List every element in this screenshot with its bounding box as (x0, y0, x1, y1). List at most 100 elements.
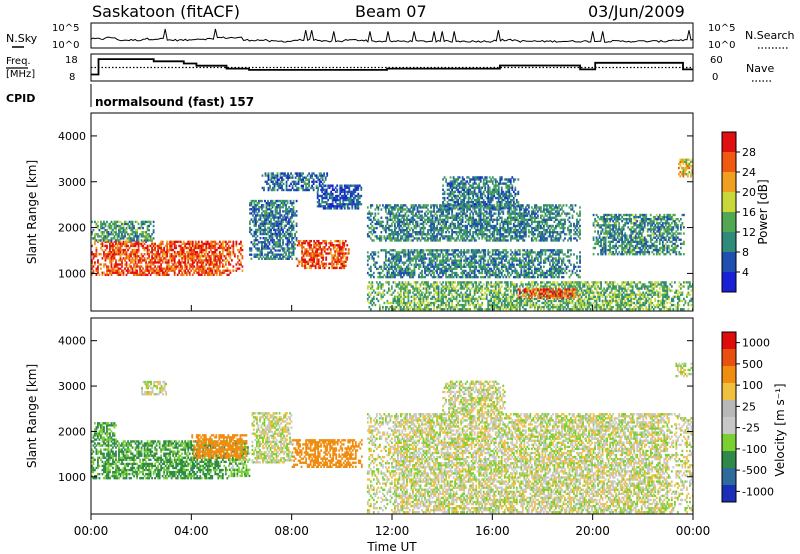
power-cell (469, 267, 472, 271)
power-cell (533, 228, 536, 232)
power-cell (470, 224, 473, 228)
power-cell (322, 188, 325, 191)
power-cell (261, 203, 263, 207)
power-cell (535, 212, 538, 215)
power-cell (279, 243, 281, 246)
power-cell (374, 214, 377, 217)
power-cell (323, 172, 326, 175)
power-cell (415, 212, 417, 215)
power-cell (436, 257, 438, 260)
power-cell (415, 231, 417, 234)
power-cell (407, 218, 410, 222)
power-cell (295, 199, 298, 203)
power-cell (511, 259, 514, 262)
power-cell (478, 255, 481, 258)
power-cell (496, 218, 499, 222)
power-cell (532, 220, 535, 224)
power-cell (289, 247, 292, 250)
power-cell (118, 248, 120, 252)
power-cell (155, 271, 158, 274)
power-cell (496, 265, 499, 268)
power-cell (311, 260, 314, 263)
power-cell (455, 226, 458, 230)
power-cell (267, 172, 270, 175)
power-cell (351, 184, 354, 187)
power-cell (380, 237, 383, 240)
power-cell (502, 210, 505, 213)
power-cell (235, 240, 238, 244)
power-cell (493, 259, 496, 262)
power-cell (398, 255, 401, 258)
power-cell (400, 228, 402, 232)
power-cell (398, 228, 401, 232)
power-cell (271, 216, 274, 219)
power-cell (95, 267, 98, 270)
power-cell (496, 208, 499, 211)
power-cell (311, 256, 314, 259)
power-cell (532, 208, 535, 211)
power-cell (331, 196, 334, 200)
power-cell (439, 255, 441, 258)
power-cell (279, 214, 281, 217)
power-cell (369, 222, 372, 226)
power-cell (442, 208, 444, 211)
power-cell (127, 269, 129, 272)
power-cell (424, 214, 426, 217)
power-cell (276, 176, 279, 179)
power-cell (443, 255, 446, 258)
power-cell (128, 257, 131, 260)
power-cell (457, 216, 460, 219)
power-cell (541, 231, 544, 234)
power-cell (264, 239, 266, 242)
power-cell (212, 265, 215, 268)
power-cell (445, 231, 447, 234)
power-cell (372, 218, 375, 222)
power-cell (221, 259, 224, 262)
power-cell (530, 220, 533, 224)
power-cell (341, 266, 344, 270)
power-cell (292, 220, 295, 223)
power-cell (291, 212, 293, 215)
power-cell (206, 273, 209, 277)
power-cell (466, 271, 469, 275)
power-cell (330, 190, 333, 194)
power-cell (279, 199, 281, 203)
power-cell (255, 224, 257, 227)
power-cell (262, 241, 265, 244)
power-cell (524, 226, 527, 230)
power-cell (469, 263, 472, 266)
power-cell (421, 271, 423, 275)
power-cell (421, 251, 423, 254)
power-cell (403, 231, 405, 234)
power-cell (214, 240, 217, 244)
power-cell (308, 188, 311, 192)
power-cell (366, 259, 369, 262)
noise-right-tick-bottom: 10^0 (708, 40, 735, 51)
power-cell (110, 224, 113, 228)
power-cell (264, 210, 266, 213)
power-cell (395, 263, 398, 266)
power-cell (157, 271, 160, 274)
power-cell (321, 194, 324, 198)
power-cell (493, 249, 496, 252)
power-cell (106, 231, 108, 234)
power-cell (258, 206, 260, 209)
power-cell (482, 231, 485, 234)
power-cell (523, 218, 526, 222)
power-cell (274, 220, 277, 223)
power-cell (473, 273, 476, 277)
power-cell (322, 258, 325, 261)
power-cell (455, 239, 458, 242)
power-cell (164, 259, 167, 262)
power-cell (224, 257, 227, 260)
power-cell (454, 257, 457, 260)
power-cell (407, 249, 410, 252)
power-cell (161, 255, 164, 258)
power-cell (523, 208, 526, 211)
power-cell (418, 206, 420, 209)
power-cell (166, 253, 169, 256)
power-cell (539, 235, 542, 238)
power-cell (279, 249, 281, 252)
power-cell (434, 257, 437, 260)
power-cell (439, 214, 441, 217)
